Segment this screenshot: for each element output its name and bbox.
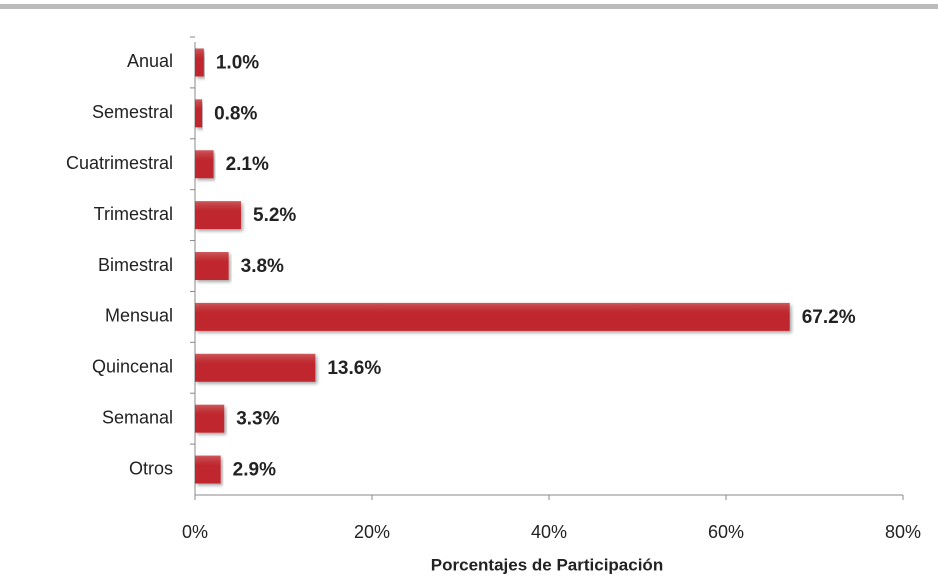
bar bbox=[195, 455, 221, 484]
x-tick-label: 80% bbox=[885, 522, 921, 542]
value-label: 2.9% bbox=[233, 460, 276, 481]
x-tick-label: 60% bbox=[708, 522, 744, 542]
y-tick-label: Trimestral bbox=[94, 204, 173, 224]
y-tick-label: Bimestral bbox=[98, 255, 173, 275]
bar bbox=[195, 404, 225, 433]
value-label: 3.8% bbox=[241, 256, 284, 277]
value-label: 13.6% bbox=[327, 358, 381, 379]
bar bbox=[195, 99, 203, 128]
top-border bbox=[0, 4, 938, 9]
y-tick-label: Semanal bbox=[102, 407, 173, 427]
x-axis-title: Porcentajes de Participación bbox=[431, 555, 663, 574]
bar bbox=[195, 201, 242, 230]
y-tick-label: Quincenal bbox=[92, 357, 173, 377]
bar bbox=[195, 302, 790, 331]
x-tick-label: 40% bbox=[531, 522, 567, 542]
value-label: 67.2% bbox=[802, 307, 856, 328]
value-label: 0.8% bbox=[214, 103, 257, 124]
bar bbox=[195, 353, 316, 382]
bar bbox=[195, 252, 229, 280]
y-tick-label: Mensual bbox=[105, 306, 173, 326]
value-label: 5.2% bbox=[253, 205, 296, 226]
x-tick-label: 20% bbox=[354, 522, 390, 542]
y-tick-label: Otros bbox=[129, 458, 173, 478]
value-label: 2.1% bbox=[226, 154, 269, 175]
bar bbox=[195, 48, 204, 77]
y-tick-label: Anual bbox=[127, 51, 173, 71]
y-tick-label: Cuatrimestral bbox=[66, 153, 173, 173]
value-label: 1.0% bbox=[216, 52, 259, 73]
y-tick-label: Semestral bbox=[92, 102, 173, 122]
value-label: 3.3% bbox=[236, 409, 279, 430]
x-tick-label: 0% bbox=[182, 522, 208, 542]
bar bbox=[195, 150, 214, 179]
